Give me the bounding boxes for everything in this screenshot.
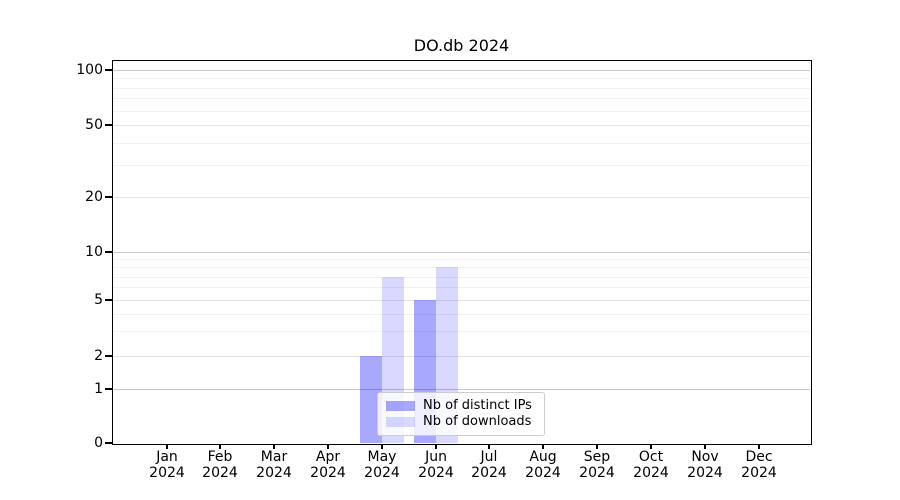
x-tick-label: Feb 2024 xyxy=(190,449,250,481)
x-tick-month: Sep xyxy=(583,449,611,465)
x-tick-label: Mar 2024 xyxy=(244,449,304,481)
y-tick-label: 1 xyxy=(94,381,103,397)
legend-swatch-distinct-ips-icon xyxy=(386,401,415,411)
gridline-minor xyxy=(113,331,810,332)
bar-may-distinct-ips xyxy=(360,356,382,443)
legend-swatch-downloads-icon xyxy=(386,417,415,427)
x-tick-mark xyxy=(273,444,275,449)
gridline-minor xyxy=(113,259,810,260)
x-tick-label: Jun 2024 xyxy=(406,449,466,481)
gridline-major xyxy=(113,252,810,253)
x-tick-month: Feb xyxy=(207,449,233,465)
x-tick-month: Mar xyxy=(260,449,288,465)
x-tick-label: Oct 2024 xyxy=(621,449,681,481)
x-tick-month: Dec xyxy=(745,449,773,465)
gridline-major xyxy=(113,70,810,71)
x-tick-year: 2024 xyxy=(364,465,400,481)
x-tick-label: Sep 2024 xyxy=(567,449,627,481)
x-tick-year: 2024 xyxy=(310,465,346,481)
x-tick-label: Dec 2024 xyxy=(729,449,789,481)
y-tick-mark xyxy=(105,196,113,198)
gridline-minor xyxy=(113,277,810,278)
x-tick-year: 2024 xyxy=(202,465,238,481)
y-tick-label: 10 xyxy=(85,244,103,260)
legend-entry-downloads: Nb of downloads xyxy=(386,414,538,430)
y-tick-mark xyxy=(105,388,113,390)
gridline-major xyxy=(113,356,810,357)
x-tick-mark xyxy=(488,444,490,449)
legend-label-distinct-ips: Nb of distinct IPs xyxy=(423,398,532,413)
x-tick-mark xyxy=(758,444,760,449)
y-tick-label: 5 xyxy=(94,292,103,308)
x-tick-month: Nov xyxy=(691,449,719,465)
x-tick-month: Oct xyxy=(638,449,664,465)
gridline-minor xyxy=(113,98,810,99)
gridline-minor xyxy=(113,165,810,166)
gridline-minor xyxy=(113,88,810,89)
x-tick-mark xyxy=(704,444,706,449)
x-tick-year: 2024 xyxy=(687,465,723,481)
legend-entry-distinct-ips: Nb of distinct IPs xyxy=(386,398,538,414)
x-tick-mark xyxy=(166,444,168,449)
x-tick-mark xyxy=(596,444,598,449)
gridline-major xyxy=(113,197,810,198)
y-tick-label: 2 xyxy=(94,348,103,364)
gridline-major xyxy=(113,125,810,126)
y-tick-mark xyxy=(105,124,113,126)
x-tick-label: May 2024 xyxy=(352,449,412,481)
x-tick-label: Apr 2024 xyxy=(298,449,358,481)
y-tick-label: 50 xyxy=(85,117,103,133)
x-tick-mark xyxy=(381,444,383,449)
x-tick-label: Jan 2024 xyxy=(137,449,197,481)
gridline-minor xyxy=(113,143,810,144)
x-tick-mark xyxy=(435,444,437,449)
y-tick-label: 0 xyxy=(94,435,103,451)
x-tick-month: Apr xyxy=(315,449,341,465)
gridline-minor xyxy=(113,314,810,315)
y-tick-mark xyxy=(105,251,113,253)
y-tick-mark xyxy=(105,355,113,357)
x-tick-month: Jul xyxy=(480,449,498,465)
x-tick-mark xyxy=(327,444,329,449)
gridline-minor xyxy=(113,78,810,79)
x-tick-year: 2024 xyxy=(256,465,292,481)
gridline-major xyxy=(113,300,810,301)
x-tick-mark xyxy=(542,444,544,449)
x-tick-label: Jul 2024 xyxy=(459,449,519,481)
x-tick-label: Nov 2024 xyxy=(675,449,735,481)
x-tick-year: 2024 xyxy=(579,465,615,481)
x-tick-month: May xyxy=(367,449,397,465)
y-tick-mark xyxy=(105,299,113,301)
x-tick-label: Aug 2024 xyxy=(513,449,573,481)
y-tick-label: 20 xyxy=(85,189,103,205)
x-tick-year: 2024 xyxy=(418,465,454,481)
x-tick-month: Aug xyxy=(529,449,557,465)
y-tick-mark xyxy=(105,442,113,444)
x-tick-year: 2024 xyxy=(741,465,777,481)
chart-title: DO.db 2024 xyxy=(413,36,510,55)
x-tick-year: 2024 xyxy=(633,465,669,481)
gridline-minor xyxy=(113,267,810,268)
x-tick-year: 2024 xyxy=(149,465,185,481)
legend: Nb of distinct IPs Nb of downloads xyxy=(377,392,545,436)
x-tick-mark xyxy=(650,444,652,449)
x-tick-mark xyxy=(219,444,221,449)
gridline-major xyxy=(113,389,810,390)
y-tick-label: 100 xyxy=(76,62,103,78)
gridline-minor xyxy=(113,287,810,288)
legend-label-downloads: Nb of downloads xyxy=(423,414,532,429)
x-tick-year: 2024 xyxy=(471,465,507,481)
x-tick-month: Jan xyxy=(156,449,178,465)
x-tick-year: 2024 xyxy=(525,465,561,481)
gridline-minor xyxy=(113,111,810,112)
x-tick-month: Jun xyxy=(425,449,447,465)
y-tick-mark xyxy=(105,69,113,71)
